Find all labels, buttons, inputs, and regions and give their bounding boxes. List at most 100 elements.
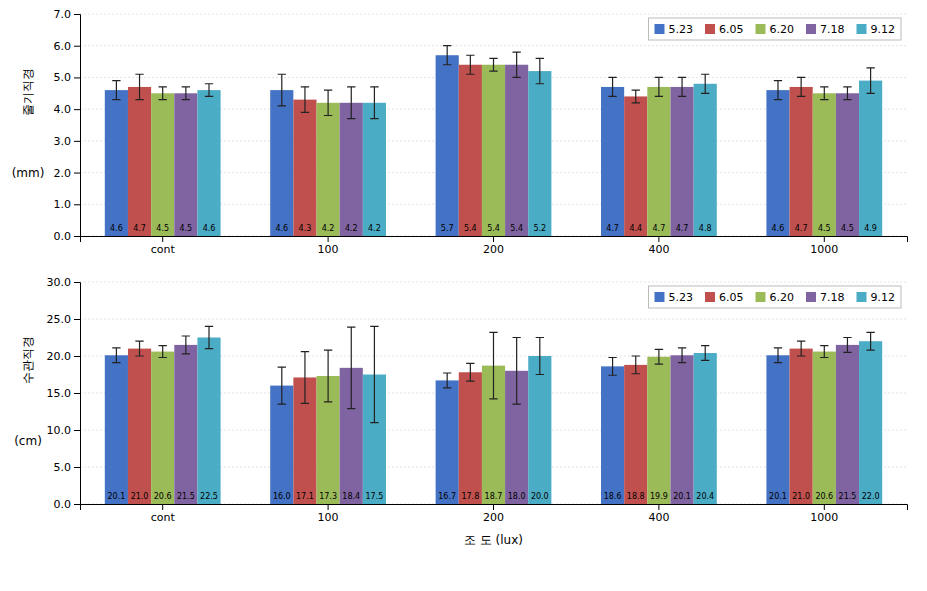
error-bar [489,332,497,399]
data-label: 5.4 [487,224,500,233]
data-label: 4.5 [179,224,192,233]
error-bar [182,87,190,100]
legend-swatch [806,24,816,34]
error-bar [512,338,520,405]
legend-label: 7.18 [820,23,845,36]
error-bar [370,87,378,119]
bar [317,103,340,236]
y-tick-label: 6.0 [54,40,72,53]
y-tick-label: 3.0 [54,135,72,148]
legend-item: 6.05 [705,291,744,304]
error-bar [112,348,120,363]
bar [790,87,813,236]
data-label: 5.4 [510,224,523,233]
bar [105,90,128,236]
y-tick-label: 1.0 [54,198,72,211]
bar [836,93,859,236]
data-label: 4.2 [345,224,358,233]
data-label: 21.0 [131,492,149,501]
x-tick: 100 [318,236,339,256]
legend-swatch [705,292,715,302]
data-label: 17.3 [319,492,337,501]
y-tick: 30.0 [47,276,81,289]
error-bar [370,326,378,422]
y-tick: 5.0 [54,71,81,84]
x-tick: cont [151,504,176,524]
error-bar [512,52,520,77]
legend-box [649,18,902,40]
y-tick: 15.0 [47,387,81,400]
data-label: 21.5 [177,492,195,501]
legend-label: 9.12 [871,291,896,304]
legend-swatch [857,24,867,34]
x-tick: 1000 [810,236,838,256]
series [151,58,836,236]
y-tick: 25.0 [47,313,81,326]
x-tick-mark [824,236,825,242]
x-tick: 400 [648,504,669,524]
y-tick: 4.0 [54,103,81,116]
y-axis-title: 줄기직경 [21,68,35,116]
data-label: 4.7 [795,224,808,233]
error-bar [608,77,616,96]
x-tick-mark [162,236,163,242]
bar [813,93,836,236]
grid-line [80,282,907,283]
y-axis: 0.01.02.03.04.05.06.07.0 [54,8,81,243]
x-tick-mark [493,236,494,242]
y-tick: 0.0 [54,230,81,243]
error-bar [135,74,143,99]
series [197,58,882,236]
data-label: 22.5 [200,492,218,501]
bar [270,90,293,236]
bar [694,353,717,504]
x-tick-mark [328,236,329,242]
panel: 20.116.016.718.620.121.017.117.818.821.0… [14,276,907,547]
x-tick-label: 400 [648,511,669,524]
y-tick: 3.0 [54,135,81,148]
data-label: 4.6 [772,224,785,233]
series [197,326,882,504]
y-axis-title: 수관직경 [21,336,35,384]
data-label: 4.7 [653,224,666,233]
bar [363,103,386,236]
data-label: 17.8 [461,492,479,501]
x-tick-label: 400 [648,243,669,256]
legend-item: 6.20 [756,23,795,36]
series [174,52,859,236]
legend-item: 5.23 [655,291,694,304]
y-tick-label: 20.0 [47,350,72,363]
y-tick-mark [74,14,80,15]
chart: 4.64.65.74.74.64.74.35.44.44.74.54.25.44… [0,0,927,591]
bar [528,71,551,236]
bar [151,93,174,236]
y-tick-mark [74,173,80,174]
x-axis: cont1002004001000 [81,236,908,256]
bar [436,55,459,236]
bar [670,87,693,236]
data-label: 4.7 [133,224,146,233]
error-bar [774,348,782,363]
data-label: 20.6 [154,492,172,501]
error-bar [205,84,213,97]
y-tick-label: 0.0 [54,498,72,511]
bar [694,84,717,236]
grid-line [80,14,907,15]
error-bar [466,55,474,74]
bar [601,366,624,504]
error-bar [608,357,616,375]
marks [105,46,882,236]
bar [670,355,693,504]
error-bar [135,341,143,356]
y-tick-label: 10.0 [47,424,72,437]
grid-line [80,319,907,320]
series [151,332,836,504]
y-tick-mark [74,504,80,505]
data-label: 17.1 [296,492,314,501]
error-bar [678,348,686,363]
data-label: 4.8 [699,224,712,233]
data-label: 20.1 [769,492,787,501]
data-label: 22.0 [862,492,880,501]
data-label: 16.7 [438,492,456,501]
error-bar [347,327,355,408]
